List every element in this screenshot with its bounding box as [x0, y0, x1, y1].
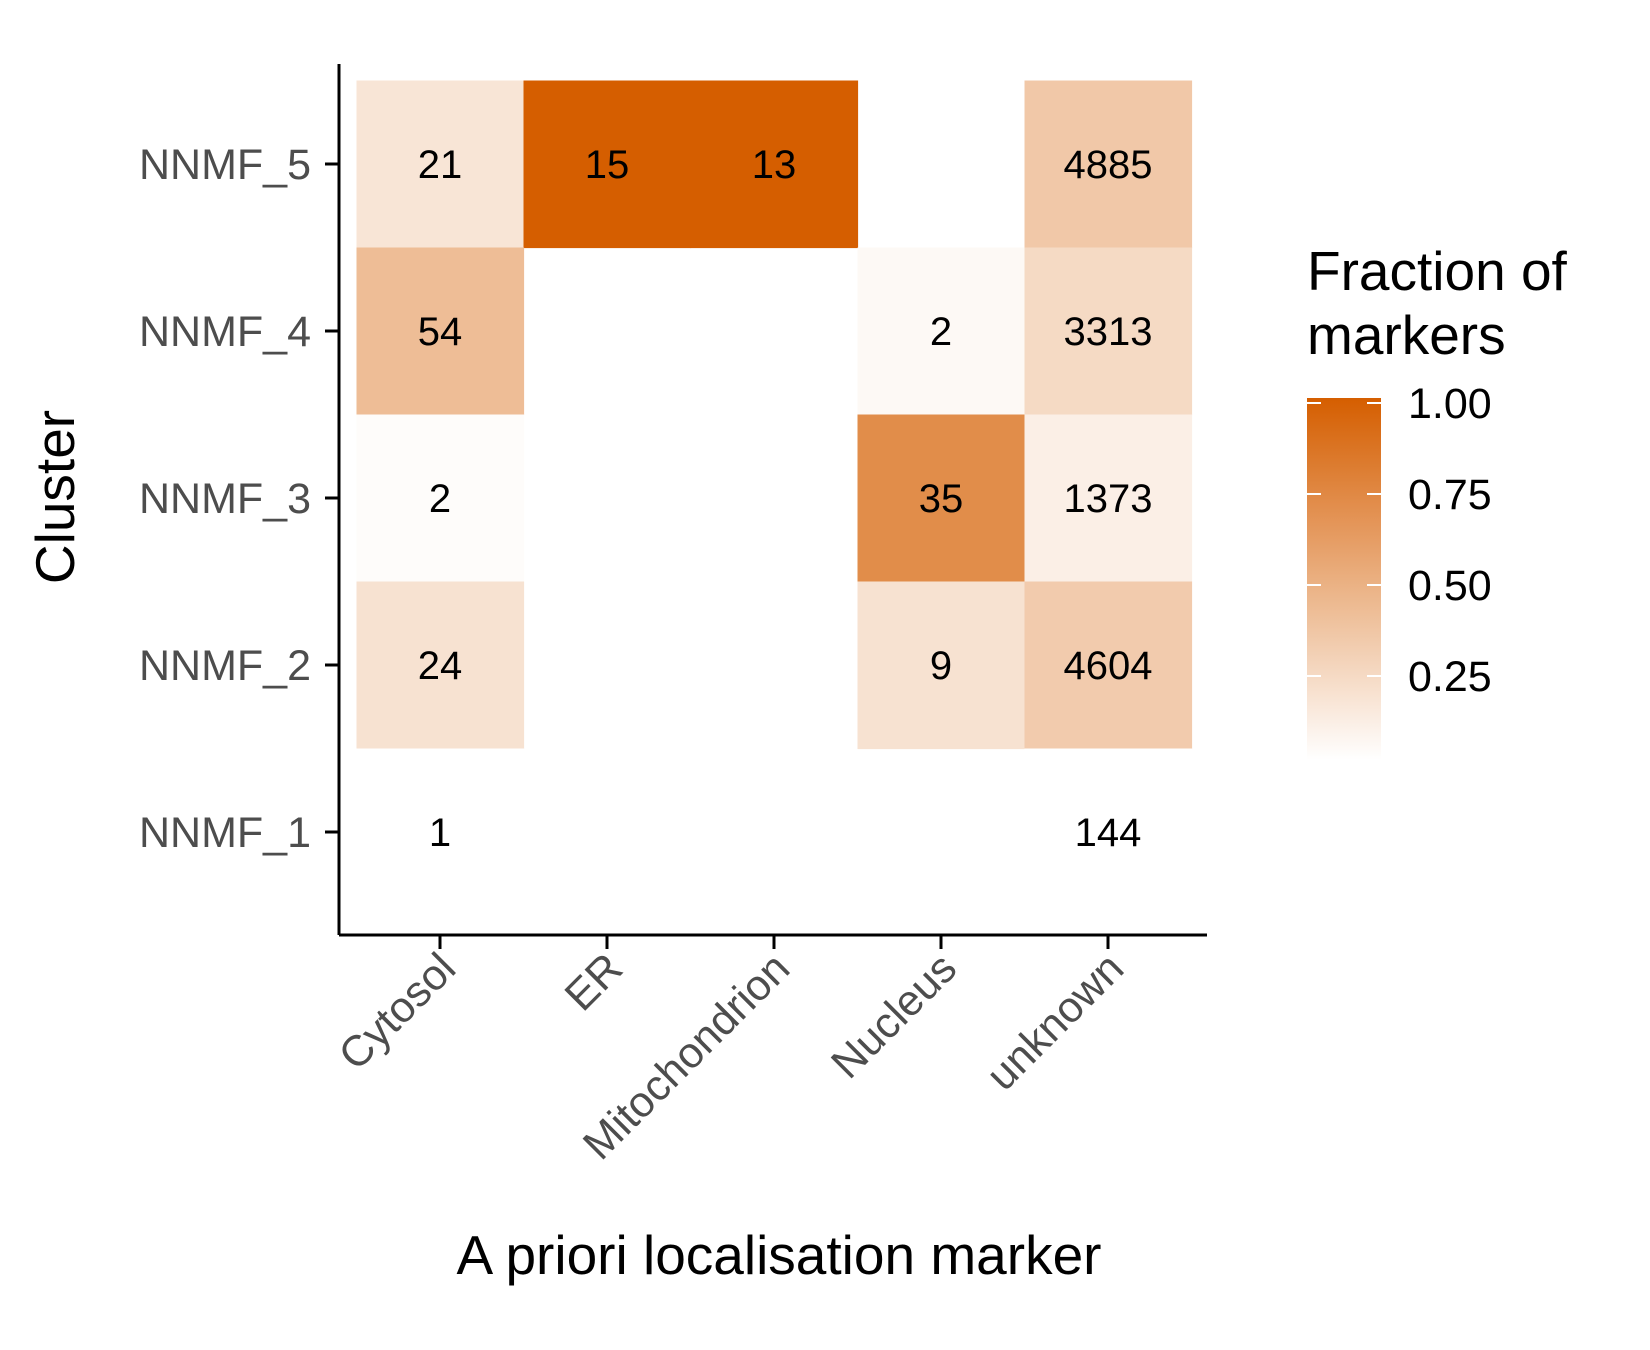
cell-count-label: 35 — [919, 477, 964, 521]
heatmap-cell — [356, 247, 525, 416]
heatmap-cell — [857, 581, 1026, 750]
cell-count-label: 2 — [429, 477, 451, 521]
x-tick-label: ER — [556, 944, 632, 1020]
cell-count-label: 144 — [1075, 811, 1142, 855]
heatmap-cell — [1024, 80, 1193, 249]
heatmap-cell — [356, 414, 525, 583]
legend-color-bar — [1307, 398, 1381, 760]
y-tick-label: NNMF_4 — [139, 308, 311, 356]
legend-tick-label: 0.25 — [1408, 653, 1492, 701]
x-tick-label: unknown — [977, 944, 1133, 1100]
y-tick-label: NNMF_5 — [139, 141, 311, 189]
y-axis-title: Cluster — [24, 410, 86, 584]
x-tick-label: Cytosol — [330, 944, 465, 1079]
legend-tick-label: 1.00 — [1408, 380, 1492, 428]
cell-count-label: 4885 — [1064, 143, 1153, 187]
heatmap-cell — [1024, 748, 1193, 917]
heatmap-cell — [356, 80, 525, 249]
y-tick-label: NNMF_1 — [139, 809, 311, 857]
cell-count-label: 13 — [752, 143, 797, 187]
heatmap-cell — [1024, 414, 1193, 583]
cell-count-label: 24 — [418, 644, 463, 688]
heatmap-cell — [857, 247, 1026, 416]
cell-count-label: 2 — [930, 310, 952, 354]
cell-count-label: 9 — [930, 644, 952, 688]
heatmap-cell — [857, 414, 1026, 583]
x-axis-title: A priori localisation marker — [457, 1224, 1102, 1286]
cell-count-label: 3313 — [1064, 310, 1153, 354]
legend-title-line: Fraction of — [1307, 240, 1568, 302]
y-tick-label: NNMF_3 — [139, 475, 311, 523]
cell-count-label: 54 — [418, 310, 463, 354]
cell-count-label: 1 — [429, 811, 451, 855]
legend-title-line: markers — [1307, 304, 1506, 366]
heatmap-cell — [1024, 247, 1193, 416]
heatmap-cell — [356, 581, 525, 750]
y-tick-label: NNMF_2 — [139, 642, 311, 690]
x-tick-label: Nucleus — [822, 944, 966, 1088]
legend-tick-label: 0.50 — [1408, 562, 1492, 610]
heatmap-cell — [690, 80, 859, 249]
legend-tick-label: 0.75 — [1408, 471, 1492, 519]
heatmap-cell — [356, 748, 525, 917]
cell-count-label: 1373 — [1064, 477, 1153, 521]
cell-count-label: 15 — [585, 143, 630, 187]
cell-count-label: 4604 — [1064, 644, 1153, 688]
heatmap-cells — [356, 80, 1193, 917]
heatmap-cell — [1024, 581, 1193, 750]
cell-count-labels: 21 15 13 4885 54 2 3313 2 35 1373 24 9 4604 1 144 — [418, 143, 1153, 855]
heatmap-cell — [523, 80, 692, 249]
cell-count-label: 21 — [418, 143, 463, 187]
